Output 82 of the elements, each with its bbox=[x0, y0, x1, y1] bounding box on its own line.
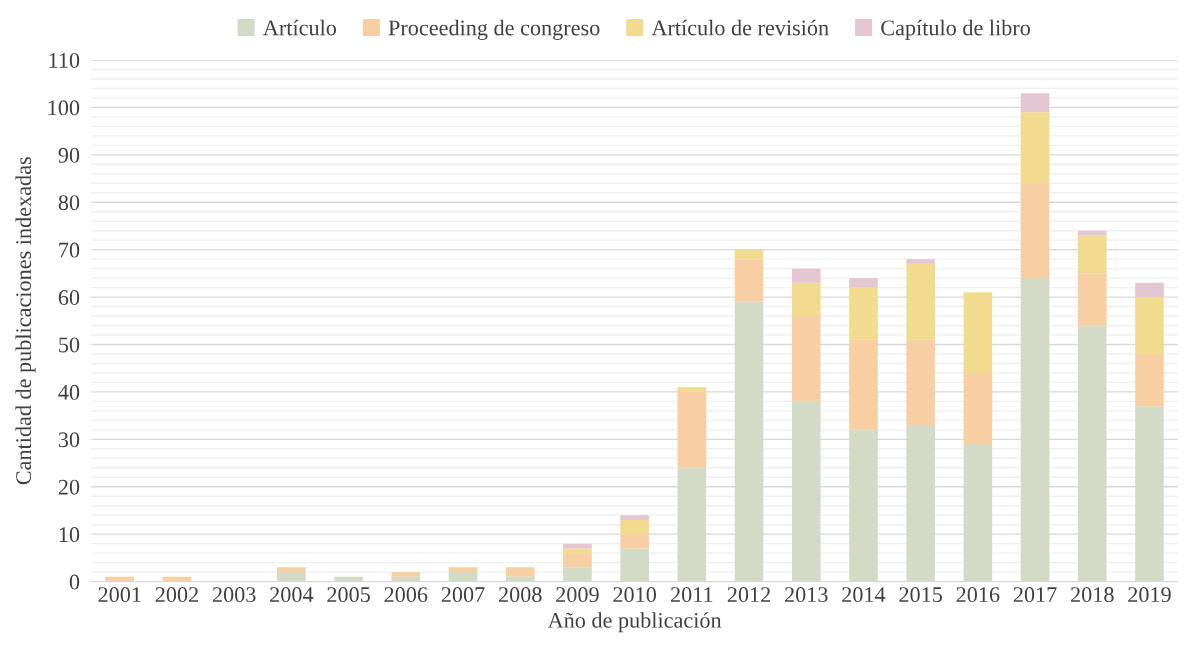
x-tick-label: 2002 bbox=[155, 587, 198, 603]
y-tick-label: 50 bbox=[59, 337, 80, 353]
legend-label: Artículo bbox=[263, 19, 337, 36]
bar bbox=[448, 572, 478, 582]
bar bbox=[563, 567, 592, 582]
legend-label: Capítulo de libro bbox=[881, 19, 1030, 40]
bar bbox=[791, 268, 821, 283]
y-axis-title: Cantidad de publicaciones indexadas bbox=[15, 157, 36, 485]
x-tick-label: 2014 bbox=[842, 587, 886, 603]
bar bbox=[505, 567, 535, 577]
y-tick-label: 110 bbox=[49, 52, 80, 68]
y-tick-label: 30 bbox=[58, 432, 80, 448]
legend-label: Proceeding de congreso bbox=[388, 19, 600, 40]
bar bbox=[1020, 93, 1050, 113]
bar bbox=[734, 249, 764, 260]
bar bbox=[734, 301, 764, 582]
y-tick-label: 0 bbox=[69, 574, 80, 590]
bar bbox=[1077, 273, 1107, 326]
bar bbox=[963, 372, 993, 445]
bar bbox=[563, 548, 592, 554]
y-tick-label: 90 bbox=[58, 147, 80, 163]
bar bbox=[1020, 112, 1050, 184]
x-axis-title: Año de publicación bbox=[547, 612, 722, 633]
bar bbox=[1077, 235, 1107, 274]
bar bbox=[849, 339, 878, 430]
bar bbox=[906, 339, 935, 426]
x-tick-label: 2006 bbox=[384, 587, 428, 603]
x-tick-label: 2009 bbox=[556, 587, 599, 603]
bar bbox=[734, 259, 764, 302]
x-tick-label: 2015 bbox=[899, 587, 943, 603]
bar bbox=[906, 259, 935, 264]
y-tick-label: 60 bbox=[58, 290, 80, 305]
y-tick-label: 100 bbox=[48, 100, 80, 116]
bar bbox=[620, 519, 649, 535]
y-tick-label: 10 bbox=[59, 527, 80, 543]
bar bbox=[1135, 297, 1164, 354]
bar bbox=[448, 567, 478, 573]
bar bbox=[791, 316, 821, 402]
bar bbox=[563, 553, 592, 568]
x-tick-label: 2007 bbox=[441, 587, 485, 603]
bar bbox=[677, 467, 707, 582]
bar bbox=[1020, 278, 1050, 582]
bar bbox=[620, 548, 649, 582]
x-tick-label: 2011 bbox=[671, 587, 713, 603]
bar bbox=[1020, 183, 1050, 279]
y-tick-label: 40 bbox=[58, 384, 80, 400]
y-tick-label: 20 bbox=[58, 479, 80, 495]
bar bbox=[963, 292, 993, 373]
x-tick-label: 2001 bbox=[98, 587, 141, 603]
x-tick-label: 2010 bbox=[613, 587, 656, 603]
bar bbox=[620, 534, 649, 549]
x-tick-label: 2012 bbox=[727, 587, 771, 603]
bar bbox=[906, 425, 935, 582]
x-tick-label: 2016 bbox=[956, 587, 1000, 603]
bar bbox=[277, 572, 306, 582]
bar bbox=[1135, 282, 1164, 298]
bar bbox=[906, 263, 935, 340]
legend-label: Artículo de revisión bbox=[651, 19, 829, 36]
x-tick-label: 2005 bbox=[327, 587, 370, 603]
bar bbox=[849, 287, 878, 340]
x-tick-label: 2008 bbox=[498, 587, 542, 603]
bar bbox=[849, 429, 878, 582]
y-tick-label: 70 bbox=[59, 242, 80, 258]
bar bbox=[1135, 353, 1164, 407]
bar bbox=[849, 278, 878, 288]
x-tick-label: 2013 bbox=[785, 587, 828, 603]
bar bbox=[1077, 325, 1107, 582]
x-tick-label: 2003 bbox=[212, 587, 256, 603]
bar bbox=[1135, 406, 1164, 582]
bar bbox=[391, 572, 421, 577]
x-tick-label: 2018 bbox=[1071, 587, 1114, 603]
bar bbox=[277, 567, 306, 573]
bar bbox=[791, 282, 821, 317]
bar bbox=[677, 387, 707, 392]
bar bbox=[620, 515, 649, 520]
x-tick-label: 2004 bbox=[270, 587, 314, 603]
y-tick-label: 80 bbox=[58, 195, 80, 211]
x-tick-label: 2017 bbox=[1013, 587, 1057, 603]
x-tick-label: 2019 bbox=[1128, 587, 1171, 603]
bar bbox=[677, 391, 707, 468]
bar bbox=[791, 401, 821, 582]
bar bbox=[963, 444, 993, 582]
